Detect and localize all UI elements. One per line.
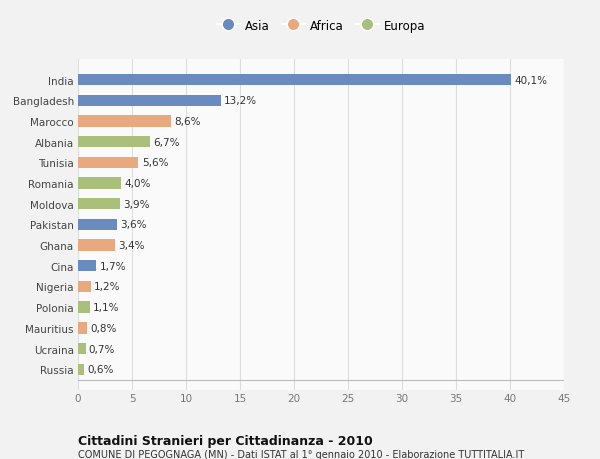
Text: 13,2%: 13,2% — [224, 96, 257, 106]
Text: COMUNE DI PEGOGNAGA (MN) - Dati ISTAT al 1° gennaio 2010 - Elaborazione TUTTITAL: COMUNE DI PEGOGNAGA (MN) - Dati ISTAT al… — [78, 449, 524, 459]
Text: 3,4%: 3,4% — [118, 241, 145, 251]
Bar — [78, 116, 171, 127]
Text: 3,9%: 3,9% — [124, 199, 150, 209]
Text: 8,6%: 8,6% — [174, 117, 200, 127]
Bar — [78, 75, 511, 86]
Text: 3,6%: 3,6% — [120, 220, 146, 230]
Text: 1,1%: 1,1% — [93, 302, 119, 313]
Text: 0,6%: 0,6% — [88, 364, 114, 375]
Bar — [78, 95, 221, 106]
Bar — [78, 137, 151, 148]
Text: 6,7%: 6,7% — [154, 137, 180, 147]
Text: 40,1%: 40,1% — [514, 75, 547, 85]
Bar — [78, 199, 120, 210]
Text: 1,7%: 1,7% — [100, 261, 126, 271]
Text: 4,0%: 4,0% — [124, 179, 151, 189]
Bar — [78, 261, 97, 272]
Legend: Asia, Africa, Europa: Asia, Africa, Europa — [213, 16, 429, 36]
Bar — [78, 281, 91, 292]
Bar — [78, 343, 86, 354]
Bar — [78, 302, 90, 313]
Text: 0,7%: 0,7% — [89, 344, 115, 354]
Bar — [78, 178, 121, 189]
Text: 0,8%: 0,8% — [90, 323, 116, 333]
Bar — [78, 240, 115, 251]
Bar — [78, 323, 86, 334]
Bar — [78, 364, 85, 375]
Bar — [78, 219, 117, 230]
Text: 5,6%: 5,6% — [142, 158, 168, 168]
Bar — [78, 157, 139, 168]
Text: Cittadini Stranieri per Cittadinanza - 2010: Cittadini Stranieri per Cittadinanza - 2… — [78, 434, 373, 447]
Text: 1,2%: 1,2% — [94, 282, 121, 292]
